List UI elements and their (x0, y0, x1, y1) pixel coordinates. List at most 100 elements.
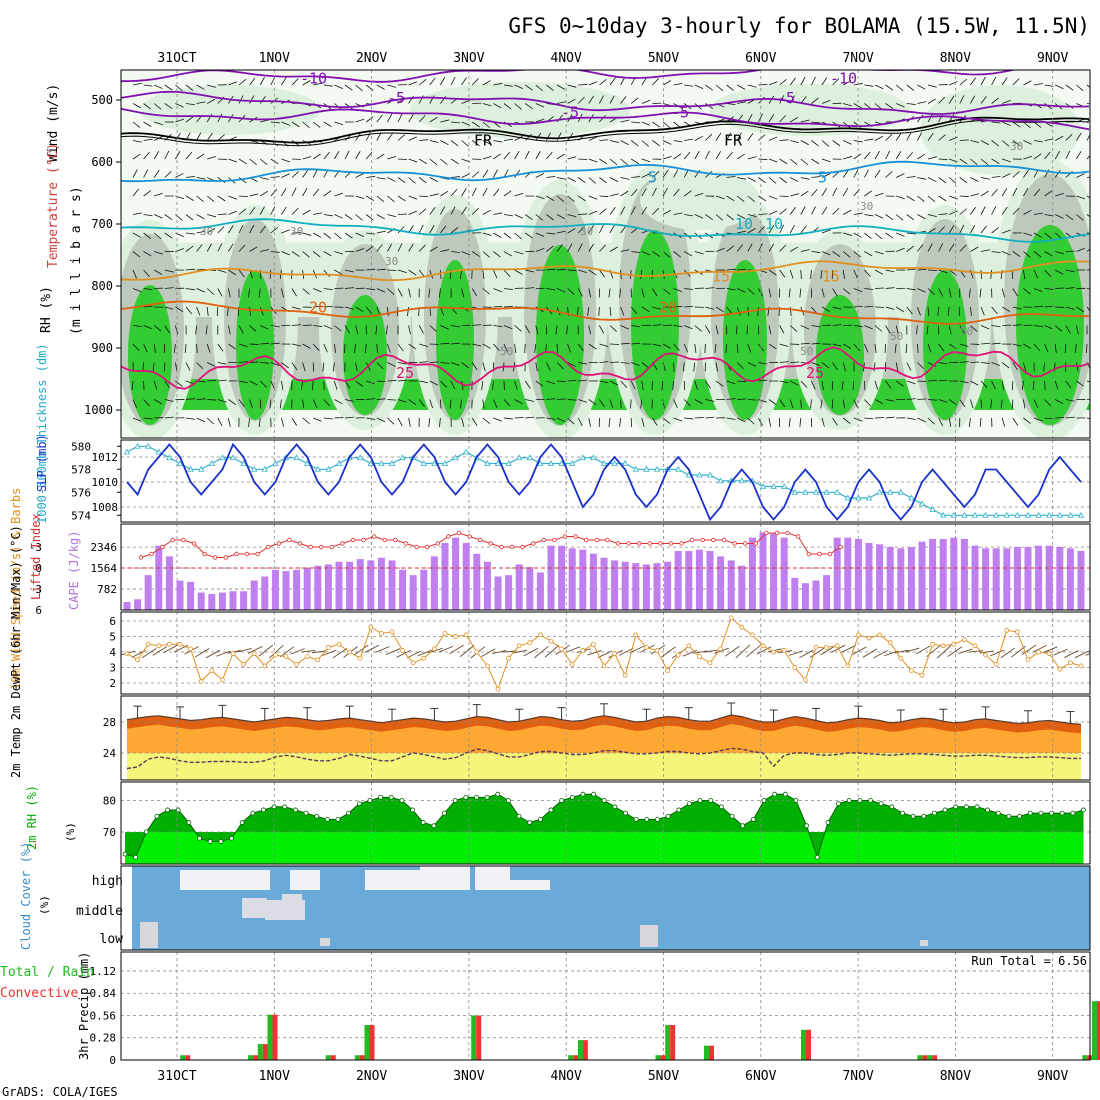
wind-barb (779, 78, 787, 86)
wind-barb (779, 139, 789, 141)
wind-barb (980, 177, 990, 180)
wind-barb (175, 132, 181, 141)
wind-barb (260, 325, 269, 330)
li-point (796, 534, 801, 539)
wind-barb (800, 76, 806, 86)
wind-barb (1055, 269, 1064, 275)
wind-barb (546, 417, 556, 420)
wind-barb (397, 269, 407, 273)
wind-barb (758, 399, 768, 403)
wind-barb (1044, 151, 1051, 160)
wind-barb (270, 325, 280, 328)
wind-barb (376, 288, 386, 293)
wind-barb (567, 343, 571, 353)
wind-barb (334, 121, 344, 126)
cape-bar (1024, 547, 1032, 610)
wind-barb (1012, 362, 1018, 371)
wind-barb (481, 648, 496, 657)
wind-barb (768, 343, 777, 350)
wind-barb (387, 306, 389, 316)
wind-barb (599, 380, 609, 384)
rh-contour-label: 30 (385, 255, 398, 268)
wind-barb (683, 380, 686, 391)
wind-barb (154, 251, 163, 255)
wind-point (834, 643, 840, 649)
wind-barb (768, 114, 775, 123)
rh-point (399, 798, 405, 803)
isotherm-line (121, 120, 1090, 147)
wind-barb (970, 177, 979, 182)
wind-barb (874, 417, 885, 419)
wind-barb (874, 192, 884, 197)
wind-barb (683, 251, 693, 257)
wind-barb (270, 121, 280, 124)
wind-barb (429, 246, 438, 252)
wind-barb (715, 362, 719, 372)
wind-barb (673, 417, 683, 422)
wind-barb (1044, 417, 1054, 420)
wind-barb (143, 169, 149, 178)
li-point (467, 534, 472, 539)
wind-point (1015, 629, 1020, 635)
wind-barb (408, 399, 417, 405)
wind-barb (344, 214, 353, 221)
rh-area-dark (125, 794, 1084, 858)
thickness-point (378, 460, 385, 466)
wind-barb (207, 399, 217, 401)
wind-barb (291, 121, 300, 128)
wind-barb (164, 287, 174, 289)
wind-barb (281, 188, 287, 197)
wind-barb (366, 398, 376, 400)
wind-barb (991, 176, 1001, 178)
wind-barb (1065, 325, 1071, 334)
thickness-point (229, 454, 237, 461)
wind-barb (408, 343, 417, 350)
wind-barb (599, 78, 607, 86)
wind-barb (917, 380, 927, 383)
wind-barb (418, 177, 427, 184)
wind-barb (334, 251, 344, 255)
wind-barb (1023, 188, 1029, 197)
wind-barb (758, 113, 763, 123)
wind-barb (428, 417, 431, 427)
wind-barb (948, 399, 957, 406)
cape-bar (377, 557, 385, 610)
wind-barb (779, 177, 788, 184)
wind-barb (312, 188, 320, 197)
wind-barb (609, 177, 619, 182)
wind-barb (705, 416, 715, 419)
wind-barb (493, 153, 502, 160)
wind-barb (1054, 150, 1061, 160)
wind-barb (207, 156, 216, 160)
wind-barb (694, 151, 700, 160)
wind-barb (852, 646, 867, 656)
rh-point (687, 801, 692, 807)
wind-barb (196, 362, 204, 370)
wind-barb (959, 139, 969, 141)
wind-barb (535, 173, 545, 178)
wind-barb (1076, 151, 1082, 160)
wind-point (442, 631, 448, 636)
li-point (774, 530, 780, 536)
rh-point (623, 810, 628, 816)
cape-bar (176, 580, 184, 610)
thickness-point (357, 454, 364, 461)
date-axis: 31OCT31OCT1NOV1NOV2NOV2NOV3NOV3NOV4NOV4N… (157, 51, 1068, 1084)
wind-barb (302, 121, 310, 129)
cape-bar (356, 559, 364, 610)
wind-barb (567, 269, 577, 271)
wind-barb (323, 399, 331, 407)
wind-barb (132, 325, 142, 327)
wind-barb (440, 325, 449, 330)
wind-barb (917, 195, 925, 202)
wind-barb (1044, 343, 1049, 353)
wind-barb (281, 158, 291, 163)
wind-barb (821, 158, 831, 163)
wind-barb (864, 84, 874, 87)
wind-barb (853, 103, 862, 109)
wind-barb (779, 399, 786, 408)
thickness-point (770, 483, 777, 489)
wind-barb (1043, 362, 1045, 372)
thickness-point (855, 494, 862, 501)
wind-barb (334, 399, 343, 405)
